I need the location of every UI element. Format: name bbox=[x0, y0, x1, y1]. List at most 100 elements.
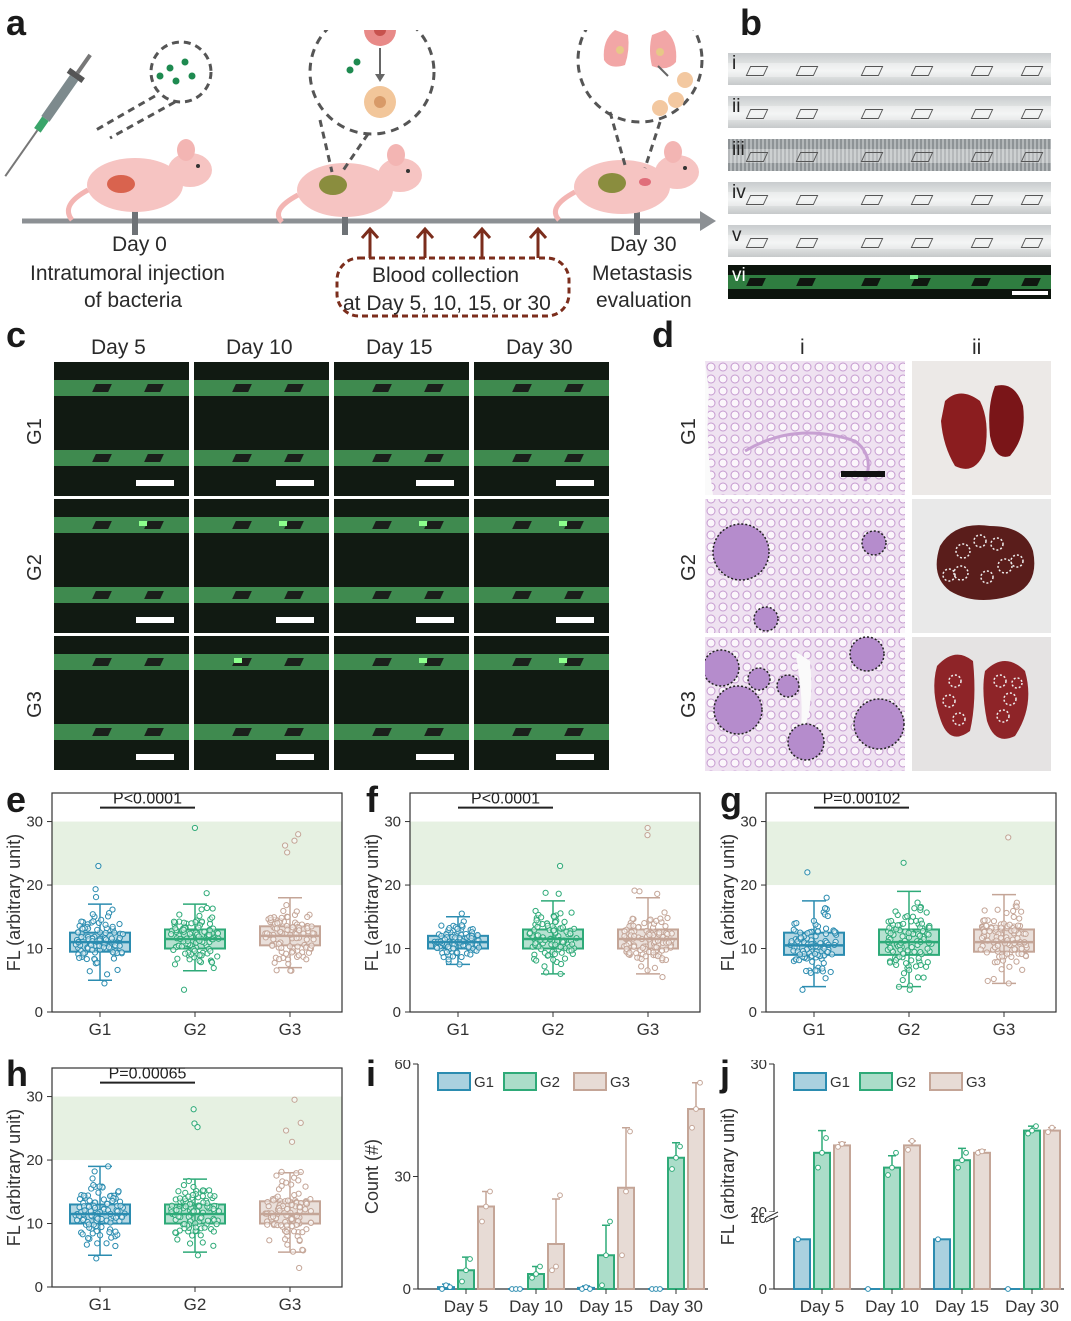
data-point bbox=[270, 1197, 277, 1204]
data-point bbox=[112, 1242, 119, 1250]
data-point bbox=[697, 1079, 703, 1086]
data-point bbox=[283, 950, 290, 957]
data-point bbox=[673, 1154, 679, 1161]
data-point bbox=[467, 951, 474, 958]
data-point bbox=[906, 966, 913, 974]
y-tick-label: 20 bbox=[26, 1152, 43, 1169]
y-tick-label: 0 bbox=[759, 1281, 767, 1298]
data-point bbox=[922, 963, 930, 970]
data-point bbox=[899, 976, 906, 984]
data-point bbox=[647, 916, 654, 923]
data-point bbox=[116, 942, 123, 949]
data-point bbox=[198, 906, 205, 913]
data-point bbox=[271, 959, 278, 966]
data-point bbox=[98, 916, 105, 923]
data-point bbox=[284, 849, 291, 856]
data-point bbox=[445, 943, 452, 950]
data-point bbox=[168, 1202, 176, 1209]
data-point bbox=[895, 983, 903, 990]
data-point bbox=[92, 894, 100, 901]
fluorescence-image bbox=[474, 636, 609, 770]
data-point bbox=[172, 1229, 179, 1236]
data-point bbox=[210, 1228, 217, 1235]
data-point bbox=[293, 1170, 300, 1177]
data-point bbox=[90, 1181, 97, 1189]
data-point bbox=[180, 1182, 188, 1189]
axis-break-mark bbox=[765, 1215, 779, 1223]
data-point bbox=[630, 943, 638, 950]
data-point bbox=[89, 911, 96, 918]
data-point bbox=[106, 1229, 113, 1236]
data-point bbox=[905, 1146, 911, 1153]
channel-image-iv: iv bbox=[728, 182, 1051, 214]
data-point bbox=[450, 945, 457, 952]
data-point bbox=[822, 930, 830, 937]
data-point bbox=[273, 1172, 280, 1179]
data-point bbox=[170, 918, 178, 925]
data-point bbox=[483, 1203, 489, 1210]
data-point bbox=[804, 869, 811, 876]
data-point bbox=[291, 1191, 298, 1199]
data-point bbox=[1006, 963, 1013, 970]
d-row-label-g1: G1 bbox=[677, 418, 700, 445]
data-point bbox=[809, 958, 816, 965]
data-point bbox=[810, 917, 818, 925]
data-point bbox=[923, 909, 930, 916]
fluorescence-image bbox=[334, 636, 469, 770]
data-point bbox=[114, 966, 121, 974]
data-point bbox=[819, 1149, 825, 1156]
data-point bbox=[172, 925, 179, 932]
data-point bbox=[650, 949, 657, 956]
data-point bbox=[91, 1204, 99, 1211]
data-point bbox=[199, 1187, 207, 1194]
data-point bbox=[185, 1177, 192, 1185]
data-point bbox=[955, 1164, 961, 1171]
data-point bbox=[267, 914, 274, 921]
data-point bbox=[908, 944, 915, 951]
data-point bbox=[917, 904, 924, 911]
data-point bbox=[835, 1143, 841, 1150]
data-point bbox=[119, 930, 127, 938]
data-point bbox=[458, 953, 465, 961]
data-point bbox=[824, 948, 831, 956]
data-point bbox=[265, 1203, 272, 1210]
data-point bbox=[1018, 908, 1025, 915]
data-point bbox=[900, 970, 908, 977]
data-point bbox=[529, 1274, 535, 1281]
legend-swatch bbox=[859, 1072, 893, 1091]
data-point bbox=[561, 918, 568, 926]
data-point bbox=[284, 913, 291, 921]
data-point bbox=[909, 1138, 915, 1144]
data-point bbox=[900, 920, 907, 927]
data-point bbox=[197, 1232, 204, 1239]
y-tick-label: 0 bbox=[35, 1004, 43, 1021]
x-tick-label: G2 bbox=[542, 1020, 565, 1039]
data-point bbox=[270, 936, 277, 943]
data-point bbox=[553, 1263, 559, 1270]
data-point bbox=[885, 1172, 891, 1178]
data-point bbox=[797, 929, 804, 936]
data-point bbox=[278, 944, 285, 952]
data-point bbox=[517, 1286, 523, 1292]
data-point bbox=[1049, 1124, 1055, 1131]
data-point bbox=[984, 977, 991, 985]
data-point bbox=[1019, 966, 1026, 974]
data-point bbox=[926, 924, 933, 931]
data-point bbox=[288, 1181, 295, 1188]
data-point bbox=[544, 922, 551, 929]
data-point bbox=[886, 959, 894, 966]
data-point bbox=[824, 912, 831, 920]
highlight-band bbox=[766, 821, 1056, 886]
data-point bbox=[96, 1183, 103, 1190]
data-point bbox=[630, 922, 637, 929]
data-point bbox=[80, 1192, 87, 1199]
data-point bbox=[935, 1236, 941, 1243]
x-tick-label: Day 30 bbox=[1005, 1297, 1059, 1316]
row-label-g3: G3 bbox=[23, 691, 46, 718]
data-point bbox=[557, 970, 564, 978]
data-point bbox=[118, 1214, 126, 1221]
y-axis-label: Count (#) bbox=[362, 1139, 382, 1214]
data-point bbox=[959, 1157, 965, 1164]
data-point bbox=[788, 938, 795, 945]
data-point bbox=[1005, 980, 1012, 987]
